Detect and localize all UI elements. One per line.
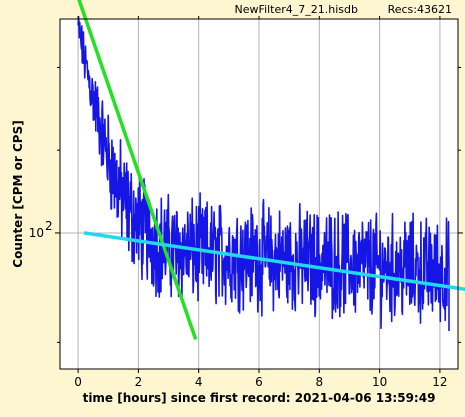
header-filename: NewFilter4_7_21.hisdb: [235, 3, 358, 16]
y-tick-label: 10: [29, 226, 44, 240]
x-tick-label: 2: [135, 375, 143, 389]
header-records: Recs:43621: [388, 3, 452, 16]
y-tick-label-exponent: 2: [45, 219, 53, 233]
data-series-line: [77, 15, 450, 331]
series-layer: [77, 0, 465, 340]
fit-line-1: [77, 0, 198, 340]
y-axis-title: Counter [CPM or CPS]: [11, 120, 25, 267]
x-tick-label: 4: [195, 375, 203, 389]
x-tick-label: 10: [372, 375, 387, 389]
x-tick-label: 8: [315, 375, 323, 389]
fit-line-2: [83, 231, 465, 292]
x-axis-title: time [hours] since first record: 2021-04…: [83, 391, 436, 405]
x-tick-label: 6: [255, 375, 263, 389]
x-tick-label: 12: [432, 375, 447, 389]
x-tick-label: 0: [74, 375, 82, 389]
